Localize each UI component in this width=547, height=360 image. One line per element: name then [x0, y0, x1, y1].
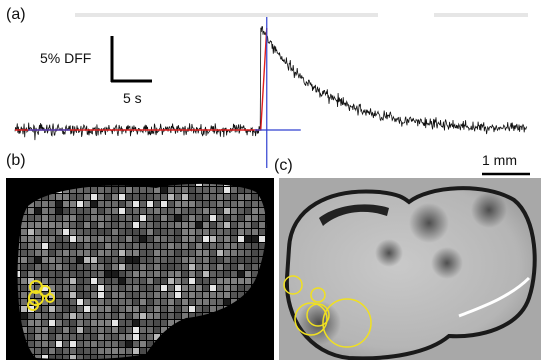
dark-region: [431, 247, 463, 279]
dark-region: [297, 301, 341, 345]
roi-grid: [17, 183, 267, 360]
roi-circle: [294, 302, 328, 336]
roi-circles-c: [283, 275, 372, 348]
roi-grid-image: [6, 178, 274, 360]
panel-c-label: (c): [274, 157, 293, 174]
roi-circle: [283, 275, 303, 295]
roi-circle: [27, 299, 39, 311]
roi-circle: [45, 293, 55, 303]
length-scale-label: 1 mm: [482, 152, 517, 168]
roi-circles-b: [27, 280, 55, 311]
tissue-tear: [319, 204, 389, 226]
dff-scale-label: 5% DFF: [40, 50, 92, 66]
dark-region: [471, 192, 507, 228]
dark-region: [409, 203, 449, 243]
tissue-fold: [458, 276, 531, 318]
fit-line: [15, 27, 268, 131]
roi-circle: [310, 287, 326, 303]
panel-a-label: (a): [6, 6, 26, 23]
dff-trace-line: [14, 26, 528, 141]
roi-circle: [39, 285, 51, 297]
roi-circle: [28, 290, 44, 306]
roi-circle: [322, 298, 372, 348]
brightfield-image: [279, 178, 541, 360]
dff-trace-plot: [14, 13, 530, 176]
time-scale-label: 5 s: [123, 90, 142, 106]
tissue-outline: [284, 186, 537, 360]
dark-region: [375, 239, 403, 267]
brightfield-tissue: [279, 178, 541, 360]
panel-b-label: (b): [6, 152, 26, 169]
